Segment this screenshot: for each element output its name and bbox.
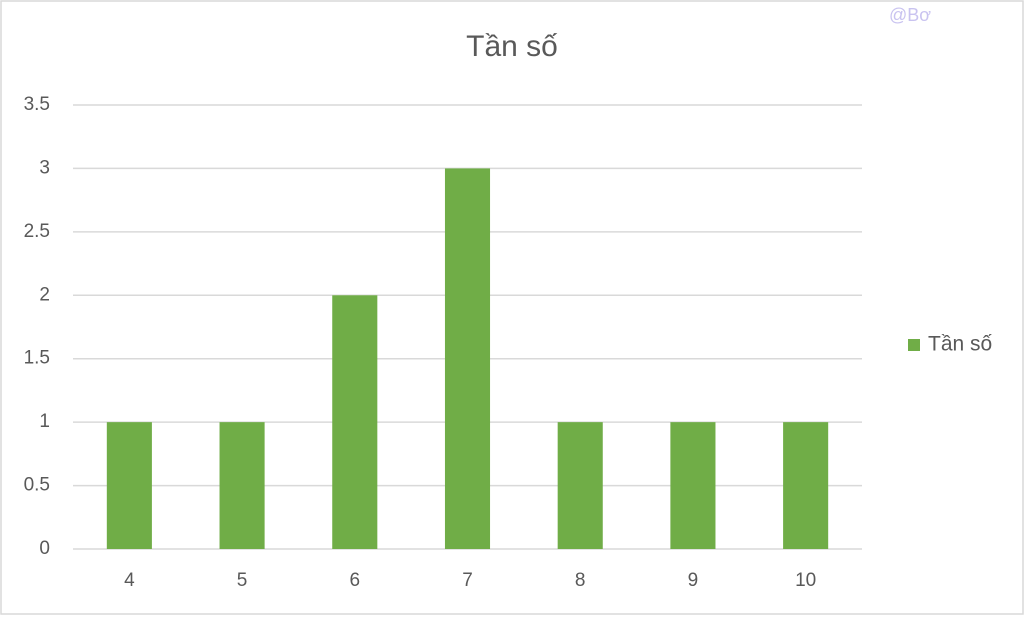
bar <box>332 295 378 549</box>
x-tick-label: 4 <box>124 570 135 591</box>
watermark: @Bơ <box>889 5 931 25</box>
y-tick-label: 3.5 <box>24 94 50 115</box>
y-tick-label: 2 <box>39 284 50 305</box>
bar <box>670 422 716 549</box>
bar <box>557 422 603 549</box>
y-tick-label: 2.5 <box>24 221 50 242</box>
x-tick-label: 8 <box>575 570 586 591</box>
bar <box>444 168 491 549</box>
legend-swatch <box>908 339 920 351</box>
legend-label: Tần số <box>928 333 993 356</box>
bar <box>106 422 152 549</box>
y-tick-label: 0.5 <box>24 475 50 496</box>
y-tick-label: 1 <box>39 411 50 432</box>
x-tick-label: 9 <box>688 570 699 591</box>
x-tick-label: 5 <box>237 570 248 591</box>
bar <box>219 422 265 549</box>
y-tick-label: 1.5 <box>24 348 50 369</box>
x-tick-label: 6 <box>349 570 360 591</box>
bar <box>783 422 829 549</box>
y-tick-label: 3 <box>39 157 50 178</box>
chart-title: Tần số <box>466 30 558 63</box>
x-tick-label: 10 <box>795 570 816 591</box>
y-tick-label: 0 <box>39 538 50 559</box>
x-tick-label: 7 <box>462 570 473 591</box>
